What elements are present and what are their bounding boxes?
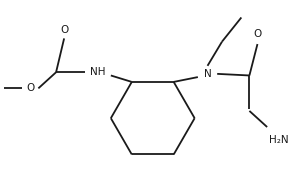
Text: O: O [60, 24, 68, 35]
Text: N: N [204, 69, 211, 79]
Text: O: O [253, 29, 262, 39]
Text: H₂N: H₂N [269, 135, 288, 145]
Text: O: O [26, 83, 34, 93]
Text: NH: NH [90, 67, 106, 77]
